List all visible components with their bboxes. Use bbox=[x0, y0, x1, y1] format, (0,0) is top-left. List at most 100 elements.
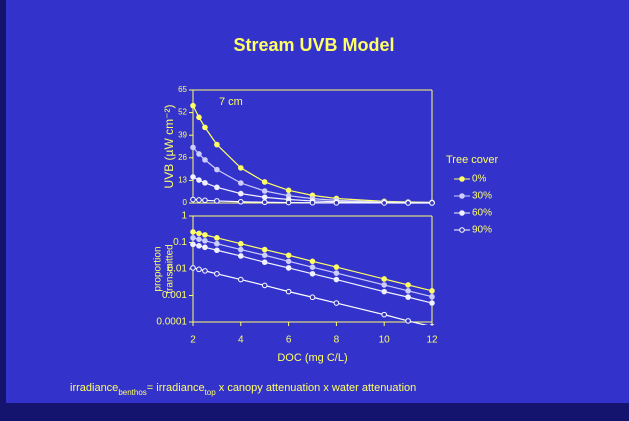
data-point bbox=[214, 240, 220, 247]
data-point bbox=[333, 200, 340, 206]
data-point bbox=[190, 265, 196, 271]
data-point bbox=[285, 258, 292, 265]
data-point bbox=[214, 235, 220, 241]
plot-area bbox=[190, 102, 435, 206]
data-point bbox=[214, 198, 220, 204]
y-axis-label: transmitted bbox=[165, 244, 176, 293]
x-tick-label: 12 bbox=[426, 335, 438, 346]
legend-marker bbox=[459, 210, 465, 216]
data-point bbox=[261, 194, 268, 201]
y-tick-label: 0.0001 bbox=[156, 317, 187, 328]
data-point bbox=[309, 264, 316, 270]
legend-marker bbox=[459, 176, 465, 182]
data-point bbox=[196, 151, 202, 157]
data-point bbox=[381, 276, 388, 282]
data-point bbox=[285, 252, 292, 259]
plot-area bbox=[190, 229, 435, 325]
data-point bbox=[333, 276, 340, 283]
data-point bbox=[196, 114, 202, 121]
data-point bbox=[429, 293, 435, 300]
data-point bbox=[285, 199, 292, 206]
y-tick-label: 0.001 bbox=[162, 290, 187, 301]
data-point bbox=[202, 232, 208, 238]
data-point bbox=[238, 253, 244, 259]
data-point bbox=[309, 258, 316, 265]
data-point bbox=[214, 247, 220, 254]
data-point bbox=[261, 282, 268, 289]
legend-label: 60% bbox=[472, 208, 492, 219]
y-tick-label: 26 bbox=[178, 153, 187, 162]
data-point bbox=[381, 288, 388, 295]
data-point bbox=[261, 179, 268, 185]
data-point bbox=[202, 180, 208, 186]
data-point bbox=[333, 300, 340, 306]
data-point bbox=[238, 240, 244, 247]
slide-title: Stream UVB Model bbox=[233, 35, 394, 55]
data-point bbox=[190, 102, 196, 109]
data-point bbox=[405, 200, 411, 206]
data-point bbox=[429, 200, 435, 206]
data-point bbox=[429, 300, 435, 306]
data-point bbox=[214, 184, 220, 191]
data-point bbox=[309, 199, 316, 206]
caption-text: = irradiance bbox=[147, 382, 205, 394]
data-point bbox=[214, 141, 220, 148]
data-point bbox=[381, 282, 388, 288]
data-point bbox=[261, 246, 268, 253]
y-tick-label: 0 bbox=[183, 198, 188, 207]
legend-label: 30% bbox=[472, 191, 492, 202]
x-axis-label: DOC (mg C/L) bbox=[277, 352, 347, 364]
data-point bbox=[238, 246, 244, 253]
data-point bbox=[405, 294, 411, 300]
y-tick-label: 52 bbox=[178, 108, 187, 117]
data-point bbox=[202, 237, 208, 244]
data-point bbox=[190, 196, 196, 203]
data-point bbox=[261, 199, 268, 206]
data-point bbox=[238, 180, 244, 186]
data-point bbox=[285, 187, 292, 194]
y-tick-label: 0.1 bbox=[173, 237, 187, 248]
data-point bbox=[333, 270, 340, 276]
data-point bbox=[238, 190, 244, 197]
caption-text: irradiance bbox=[70, 382, 118, 394]
data-point bbox=[261, 188, 268, 194]
data-point bbox=[190, 144, 196, 151]
data-point bbox=[202, 268, 208, 274]
caption-subscript: top bbox=[205, 388, 217, 397]
data-point bbox=[190, 241, 196, 248]
data-point bbox=[429, 323, 435, 325]
data-point bbox=[309, 294, 316, 301]
data-point bbox=[190, 235, 196, 241]
legend-label: 90% bbox=[472, 225, 492, 236]
y-tick-label: 39 bbox=[178, 130, 187, 139]
y-tick-label: 1 bbox=[181, 211, 187, 222]
data-point bbox=[429, 288, 435, 294]
caption-subscript: benthos bbox=[118, 388, 146, 397]
data-point bbox=[309, 270, 316, 277]
caption: irradiancebenthos= irradiancetop x canop… bbox=[70, 382, 416, 397]
data-point bbox=[196, 230, 202, 237]
data-point bbox=[196, 266, 202, 273]
data-point bbox=[196, 177, 202, 183]
data-point bbox=[202, 124, 208, 131]
data-point bbox=[196, 197, 202, 203]
legend-marker bbox=[459, 193, 465, 199]
legend-marker bbox=[459, 227, 465, 233]
data-point bbox=[238, 198, 244, 205]
data-point bbox=[214, 270, 220, 277]
x-tick-label: 6 bbox=[286, 335, 292, 346]
y-axis-label: UVB (µW cm⁻²) bbox=[162, 105, 176, 189]
data-point bbox=[381, 200, 388, 206]
data-point bbox=[285, 265, 292, 271]
y-tick-label: 65 bbox=[178, 85, 187, 94]
data-point bbox=[196, 243, 202, 249]
data-point bbox=[214, 166, 220, 173]
data-point bbox=[238, 276, 244, 283]
data-point bbox=[285, 288, 292, 295]
data-point bbox=[261, 252, 268, 259]
x-tick-label: 8 bbox=[334, 335, 340, 346]
data-point bbox=[238, 165, 244, 171]
data-point bbox=[196, 236, 202, 243]
annotation: 7 cm bbox=[219, 96, 243, 108]
